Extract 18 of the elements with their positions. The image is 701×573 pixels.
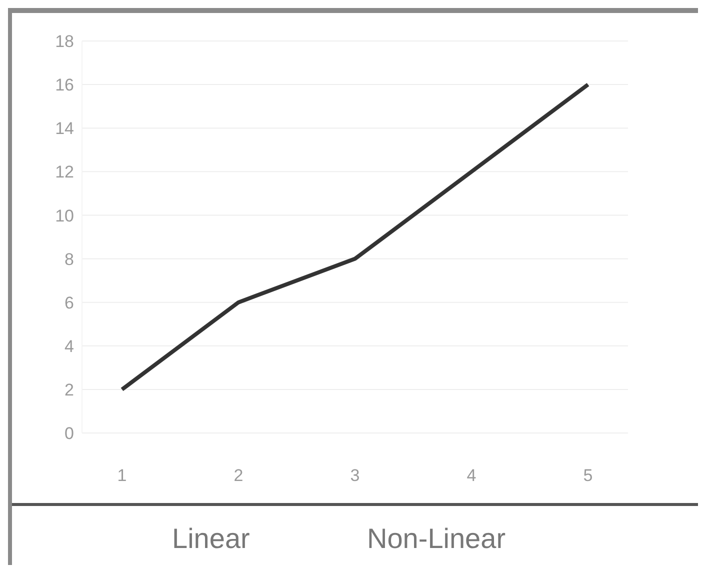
text: Linear <box>172 523 250 555</box>
y-tick-label: 10 <box>55 206 74 226</box>
y-tick-label: 6 <box>64 293 74 312</box>
x-tick-label: 3 <box>350 466 360 486</box>
y-tick-label: 4 <box>64 336 74 356</box>
y-tick-label: 8 <box>64 250 74 269</box>
x-tick-label: 1 <box>117 466 127 486</box>
y-tick-label: 16 <box>55 76 74 95</box>
text: Non-Linear <box>367 523 506 555</box>
line-series <box>120 82 590 392</box>
x-tick-label: 5 <box>583 466 593 486</box>
y-tick-label: 18 <box>55 32 74 52</box>
y-tick-label: 12 <box>55 162 74 182</box>
y-tick-label: 14 <box>55 119 74 138</box>
y-tick-label: 2 <box>64 380 74 400</box>
x-tick-label: 2 <box>234 466 244 486</box>
x-tick-label: 4 <box>466 466 476 486</box>
y-tick-label: 0 <box>64 424 74 444</box>
